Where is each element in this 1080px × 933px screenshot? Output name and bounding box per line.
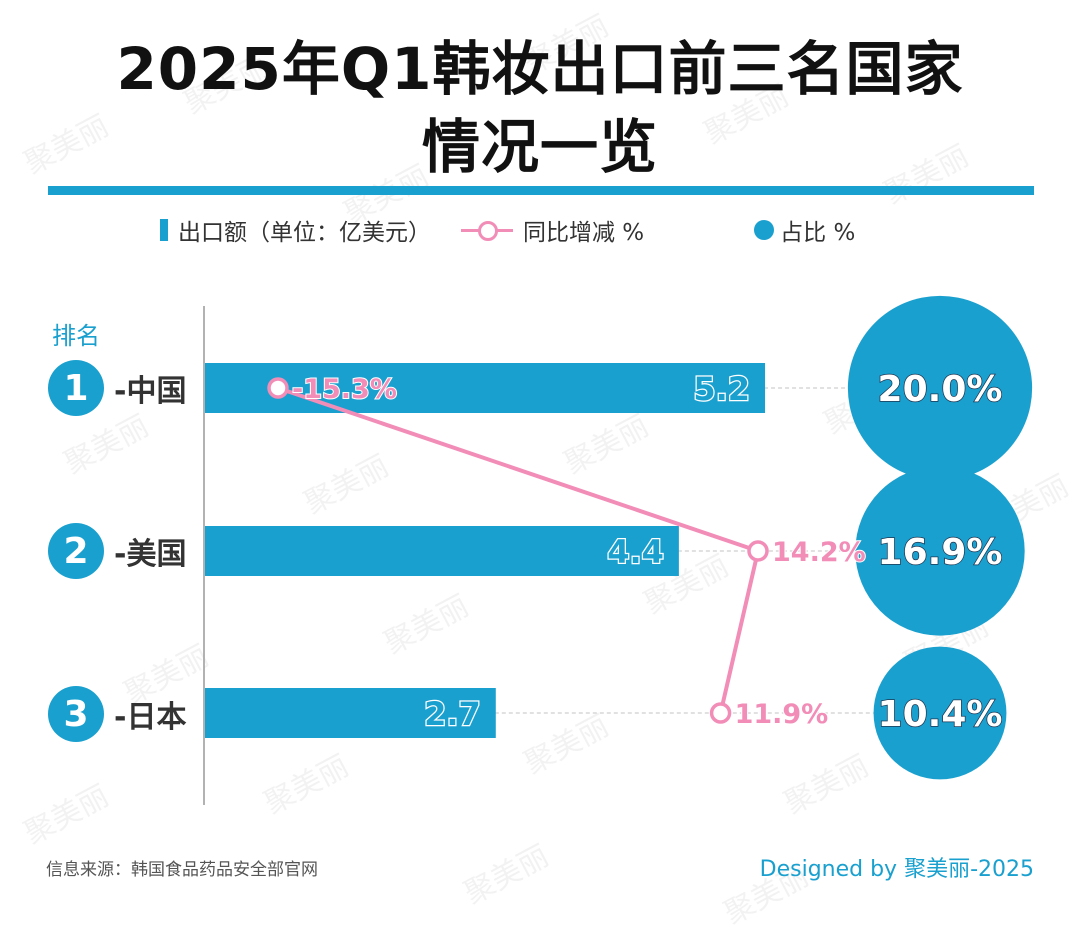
bubble-swatch-icon: [754, 220, 775, 240]
rank-badge-3: 3: [48, 686, 104, 742]
bar-value-label-2: 4.4: [607, 533, 664, 571]
yoy-point-2: [747, 540, 769, 562]
rank-badge-1: 1: [48, 360, 104, 416]
legend-item-export: 出口额（单位：亿美元）: [160, 213, 431, 247]
source-note: 信息来源：韩国食品药品安全部官网: [46, 860, 318, 880]
bar-swatch-icon: [160, 219, 168, 241]
bar-value-label-3: 2.7: [424, 695, 481, 733]
share-bubble-2: [855, 466, 1025, 636]
yoy-label-3: 11.9%: [735, 699, 829, 730]
yoy-label-2: 14.2%: [772, 537, 866, 568]
yoy-point-3: [709, 702, 732, 724]
chart-title-line-2: 情况一览: [421, 113, 658, 181]
rank-row-3: 3 -日本: [48, 686, 186, 742]
rank-badge-2: 2: [48, 523, 104, 579]
share-label-1: 20.0%: [878, 369, 1003, 410]
legend-label-export: 出口额（单位：亿美元）: [178, 220, 431, 246]
category-label-1: -中国: [114, 374, 187, 409]
category-label-3: -日本: [114, 700, 187, 735]
title-divider: [48, 186, 1034, 195]
legend-label-yoy: 同比增减 %: [523, 220, 645, 246]
bar-value-label-1: 5.2: [693, 370, 750, 408]
chart-title-line-1: 2025年Q1韩妆出口前三名国家: [116, 35, 964, 103]
share-bubble-3: [873, 646, 1007, 780]
legend-item-yoy: 同比增减 %: [461, 213, 644, 247]
rank-header: 排名: [52, 322, 100, 350]
category-label-2: -美国: [114, 537, 187, 572]
yoy-label-1: -15.3%: [292, 374, 397, 405]
bar-1: [205, 363, 766, 413]
designer-credit: Designed by 聚美丽-2025: [759, 857, 1034, 882]
bar-2: [205, 526, 679, 576]
share-label-2: 16.9%: [878, 532, 1003, 573]
legend: 出口额（单位：亿美元） 同比增减 % 占比 %: [160, 214, 885, 246]
rank-row-2: 2 -美国: [48, 523, 186, 579]
legend-item-share: 占比 %: [754, 213, 855, 247]
share-bubble-1: [847, 295, 1033, 481]
rank-row-1: 1 -中国: [48, 360, 186, 416]
chart-plot: 5.2 4.4 2.7 20.0% 16.9% 10.4% -15.3% 14.2% 11.9%: [203, 295, 1033, 805]
share-label-3: 10.4%: [878, 694, 1003, 735]
yoy-point-1: [267, 377, 289, 399]
bar-3: [205, 688, 496, 738]
legend-label-share: 占比 %: [780, 220, 856, 246]
line-marker-icon: [461, 220, 513, 241]
